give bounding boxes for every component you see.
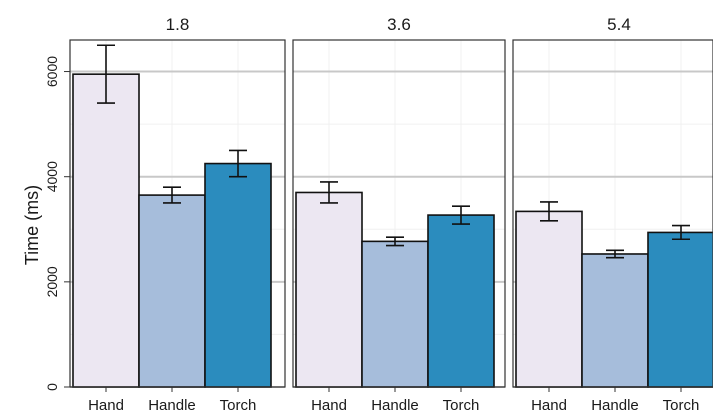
y-tick-label: 0 xyxy=(44,383,60,391)
x-tick-label: Hand xyxy=(88,397,124,412)
x-tick-label: Handle xyxy=(591,397,639,412)
x-tick-label: Torch xyxy=(443,397,480,412)
bar xyxy=(427,214,495,388)
facet-title: 3.6 xyxy=(387,15,411,34)
bar xyxy=(204,162,272,388)
bar xyxy=(295,191,363,388)
bar xyxy=(581,253,649,388)
x-tick-label: Torch xyxy=(663,397,700,412)
bar xyxy=(647,231,713,388)
x-tick-label: Torch xyxy=(220,397,257,412)
bar xyxy=(138,194,206,388)
bar xyxy=(72,73,140,388)
y-tick-label: 2000 xyxy=(44,266,60,297)
x-tick-label: Hand xyxy=(531,397,567,412)
bar xyxy=(361,240,429,388)
y-tick-label: 4000 xyxy=(44,161,60,192)
x-tick-label: Hand xyxy=(311,397,347,412)
facet-title: 5.4 xyxy=(607,15,631,34)
y-tick-label: 6000 xyxy=(44,56,60,87)
facet-panel-border xyxy=(512,39,713,388)
facet-panel-border xyxy=(69,39,286,388)
x-tick-label: Handle xyxy=(371,397,419,412)
bar xyxy=(515,210,583,388)
y-axis-title: Time (ms) xyxy=(22,185,42,265)
facet-title: 1.8 xyxy=(166,15,190,34)
facet-panel-border xyxy=(292,39,506,388)
x-tick-label: Handle xyxy=(148,397,196,412)
